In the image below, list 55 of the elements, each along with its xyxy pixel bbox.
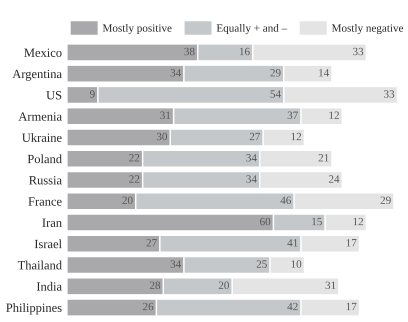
y-tick-label: Iran xyxy=(42,218,62,227)
data-label: 20 xyxy=(122,196,133,204)
y-tick-label: Russia xyxy=(29,176,62,184)
data-label: 20 xyxy=(218,282,229,290)
y-tick-label: India xyxy=(36,282,62,291)
data-label: 34 xyxy=(246,175,257,183)
data-label: 12 xyxy=(354,218,364,226)
data-label: 37 xyxy=(288,112,298,120)
data-label: 17 xyxy=(346,239,356,246)
y-tick-label: Poland xyxy=(28,154,62,164)
data-label: 16 xyxy=(240,48,250,56)
data-label: 29 xyxy=(270,69,281,77)
y-tick-label: Ukraine xyxy=(22,133,62,142)
y-tick-label: US xyxy=(46,91,62,100)
data-label: 38 xyxy=(184,48,195,56)
data-label: 31 xyxy=(160,112,170,120)
data-label: 31 xyxy=(326,282,336,290)
data-label: 29 xyxy=(380,196,391,204)
data-label: 14 xyxy=(319,69,330,76)
data-label: 25 xyxy=(256,260,267,268)
y-tick-label: Thailand xyxy=(18,260,62,270)
y-tick-label: Mexico xyxy=(24,48,62,57)
data-label: 54 xyxy=(270,90,281,98)
data-label: 22 xyxy=(129,154,140,162)
data-label: 22 xyxy=(129,175,140,183)
data-label: 10 xyxy=(292,260,302,268)
data-label: 60 xyxy=(260,218,270,226)
data-label: 46 xyxy=(280,196,292,204)
data-label: 15 xyxy=(312,218,322,226)
data-label: 9 xyxy=(90,90,95,98)
data-label: 27 xyxy=(146,239,157,246)
data-label: 17 xyxy=(346,302,356,310)
data-label: 34 xyxy=(246,154,257,162)
data-label: 33 xyxy=(384,90,394,98)
y-tick-label: Israel xyxy=(34,239,62,248)
data-label: 27 xyxy=(250,132,260,140)
legend-label: Equally + and – xyxy=(216,24,288,34)
legend-label: Mostly negative xyxy=(332,24,404,34)
data-label: 12 xyxy=(329,112,339,119)
data-label: 34 xyxy=(170,260,182,268)
data-label: 33 xyxy=(353,48,364,56)
y-tick-label: Armenia xyxy=(18,112,62,121)
data-label: 24 xyxy=(328,175,340,183)
data-label: 30 xyxy=(156,132,168,140)
data-label: 26 xyxy=(143,302,154,310)
data-label: 42 xyxy=(287,302,298,310)
data-label: 34 xyxy=(170,69,182,77)
data-label: 28 xyxy=(150,282,160,290)
data-label: 12 xyxy=(292,132,302,140)
legend-label: Mostly positive xyxy=(102,24,172,34)
y-tick-label: Philippines xyxy=(6,303,62,315)
y-tick-label: Argentina xyxy=(12,70,62,81)
data-label: 21 xyxy=(318,154,329,162)
y-tick-label: France xyxy=(28,197,62,206)
data-label: 41 xyxy=(287,239,298,246)
